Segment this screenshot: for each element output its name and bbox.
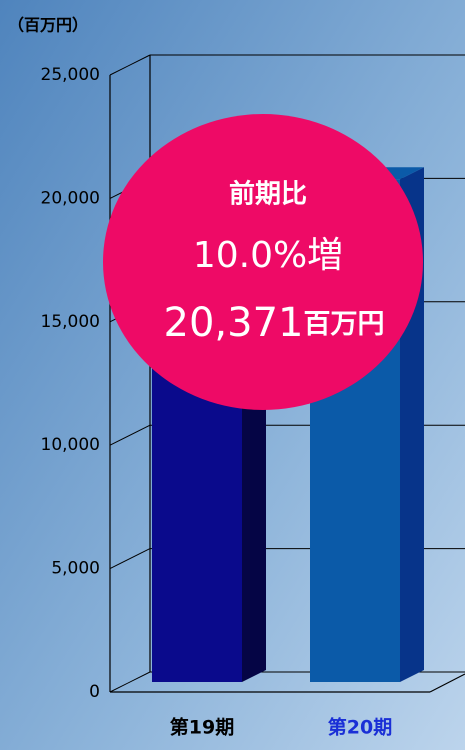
grid-line bbox=[109, 671, 151, 693]
y-tick-label: 10,000 bbox=[41, 435, 100, 455]
y-tick-label: 25,000 bbox=[41, 65, 100, 85]
y-tick-label: 20,000 bbox=[41, 188, 100, 208]
grid-line bbox=[109, 548, 151, 570]
x-tick-label: 第19期 bbox=[170, 716, 234, 739]
x-tick-label: 第20期 bbox=[328, 716, 392, 739]
y-tick-label: 15,000 bbox=[41, 312, 100, 332]
grid-line bbox=[109, 424, 151, 446]
annotation-text: 10.0%増 bbox=[193, 235, 343, 276]
annotation-unit: 百万円 bbox=[303, 309, 384, 340]
annotation-number: 20,371 bbox=[164, 300, 304, 346]
y-tick-label: 0 bbox=[89, 682, 100, 702]
annotation-text: 20,371百万円 bbox=[164, 300, 385, 346]
y-tick-label: 5,000 bbox=[51, 559, 100, 579]
axis-line bbox=[429, 673, 465, 693]
annotation-bubble bbox=[103, 114, 423, 410]
grid-line bbox=[109, 54, 151, 76]
annotation-text: 前期比 bbox=[229, 179, 307, 210]
y-axis-label: （百万円） bbox=[8, 16, 88, 35]
